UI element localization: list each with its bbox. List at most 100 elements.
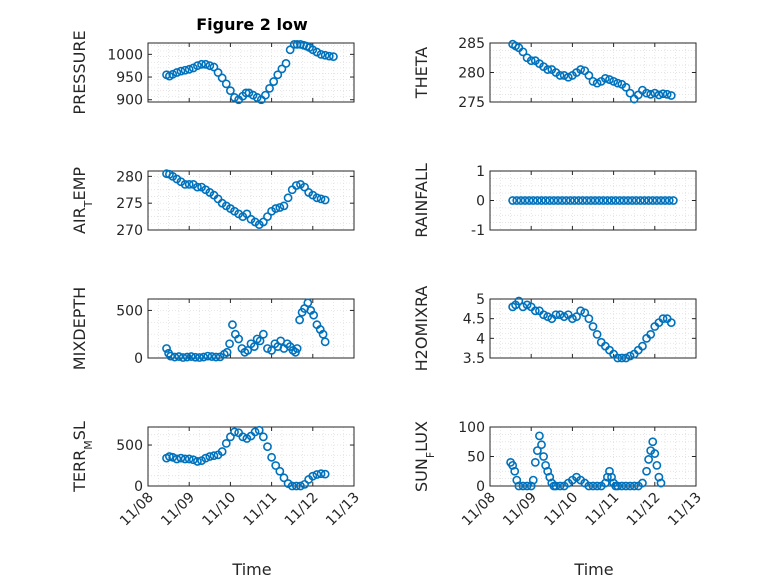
data-point	[320, 50, 330, 60]
data-point	[522, 300, 532, 310]
data-point	[625, 88, 635, 98]
data-point	[559, 71, 569, 80]
data-point	[664, 196, 674, 205]
data-point	[197, 59, 206, 69]
data-point	[172, 68, 182, 77]
data-point	[613, 353, 623, 363]
series-markers	[162, 425, 330, 491]
data-point	[168, 69, 178, 79]
data-point	[652, 460, 662, 470]
data-point	[265, 83, 274, 93]
data-point	[320, 337, 330, 347]
data-point	[662, 89, 672, 99]
data-point	[514, 296, 524, 306]
data-point	[186, 352, 196, 361]
data-point	[275, 203, 285, 212]
data-point	[578, 196, 588, 205]
y-axis-label: SUNFLUX	[412, 421, 437, 492]
data-point	[222, 347, 232, 357]
data-point	[640, 196, 649, 205]
data-point	[584, 481, 594, 491]
data-point	[316, 194, 326, 204]
data-point	[243, 345, 253, 355]
series-markers	[508, 39, 676, 104]
data-point	[303, 298, 313, 308]
data-point	[172, 454, 182, 464]
y-tick-label: 1	[476, 164, 485, 180]
data-point	[644, 455, 654, 464]
data-point	[201, 59, 211, 69]
x-tick-label: 11/09	[158, 490, 198, 530]
subplot-sun-flux: 11/08 11/09 11/10 11/11 11/12 11/13 0 50 100 SUNF…	[412, 420, 705, 529]
data-point	[555, 310, 565, 320]
data-point	[537, 440, 546, 450]
data-point	[611, 196, 621, 205]
y-tick-label: 1000	[107, 47, 143, 63]
data-point	[203, 351, 213, 361]
data-point	[594, 196, 604, 205]
x-tick-label: 11/10	[541, 490, 581, 530]
data-point	[644, 196, 654, 205]
data-point	[182, 352, 192, 362]
data-point	[230, 427, 239, 437]
y-tick-label: 4.5	[463, 312, 485, 328]
data-point	[650, 449, 660, 458]
data-point	[211, 352, 221, 362]
x-tick-label: 11/13	[323, 490, 363, 530]
data-point	[530, 457, 540, 467]
y-tick-label: 280	[116, 169, 143, 185]
data-point	[289, 39, 299, 49]
data-point	[188, 455, 198, 465]
data-point	[267, 345, 276, 355]
y-tick-label: -1	[471, 223, 485, 239]
data-point	[320, 195, 330, 205]
data-point	[258, 329, 268, 339]
data-point	[221, 79, 231, 89]
subplot-pressure: 900 950 1000 PRESSURE	[70, 30, 355, 115]
data-point	[629, 481, 639, 491]
data-point	[242, 209, 252, 219]
data-point	[518, 47, 528, 57]
data-point	[598, 196, 608, 205]
data-point	[209, 62, 219, 72]
data-point	[316, 49, 326, 59]
data-point	[584, 314, 594, 324]
data-point	[607, 196, 616, 205]
data-point	[184, 180, 194, 189]
data-point	[296, 481, 305, 491]
data-point	[213, 68, 223, 77]
axis-frame	[147, 298, 355, 359]
axis-frame	[147, 426, 355, 487]
data-point	[287, 481, 297, 491]
data-point	[291, 481, 301, 491]
series-markers	[506, 431, 666, 491]
y-tick-label: 5	[476, 292, 485, 308]
y-tick-label: 0	[476, 194, 485, 210]
data-point	[545, 196, 555, 205]
data-point	[570, 196, 579, 205]
data-point	[193, 182, 202, 192]
data-point	[520, 196, 530, 205]
data-point	[209, 451, 219, 461]
data-point	[514, 481, 524, 491]
data-point	[592, 329, 602, 339]
data-point	[551, 481, 561, 491]
data-point	[609, 76, 618, 86]
data-point	[557, 196, 567, 205]
data-point	[568, 314, 577, 324]
y-axis-label: H2OMIXRA	[412, 286, 431, 372]
data-point	[312, 193, 322, 203]
data-point	[324, 51, 334, 61]
data-point	[648, 437, 658, 447]
data-point	[617, 353, 627, 363]
y-tick-label: 0	[476, 479, 485, 495]
data-point	[586, 196, 596, 205]
x-axis-label-left: Time	[231, 560, 271, 579]
x-tick-label: 11/08	[117, 490, 157, 530]
y-tick-label: 100	[458, 420, 485, 436]
y-tick-label: 270	[116, 223, 143, 239]
axis-frame	[147, 170, 355, 231]
data-point	[205, 61, 215, 71]
data-point	[184, 454, 194, 464]
data-point	[646, 329, 656, 339]
